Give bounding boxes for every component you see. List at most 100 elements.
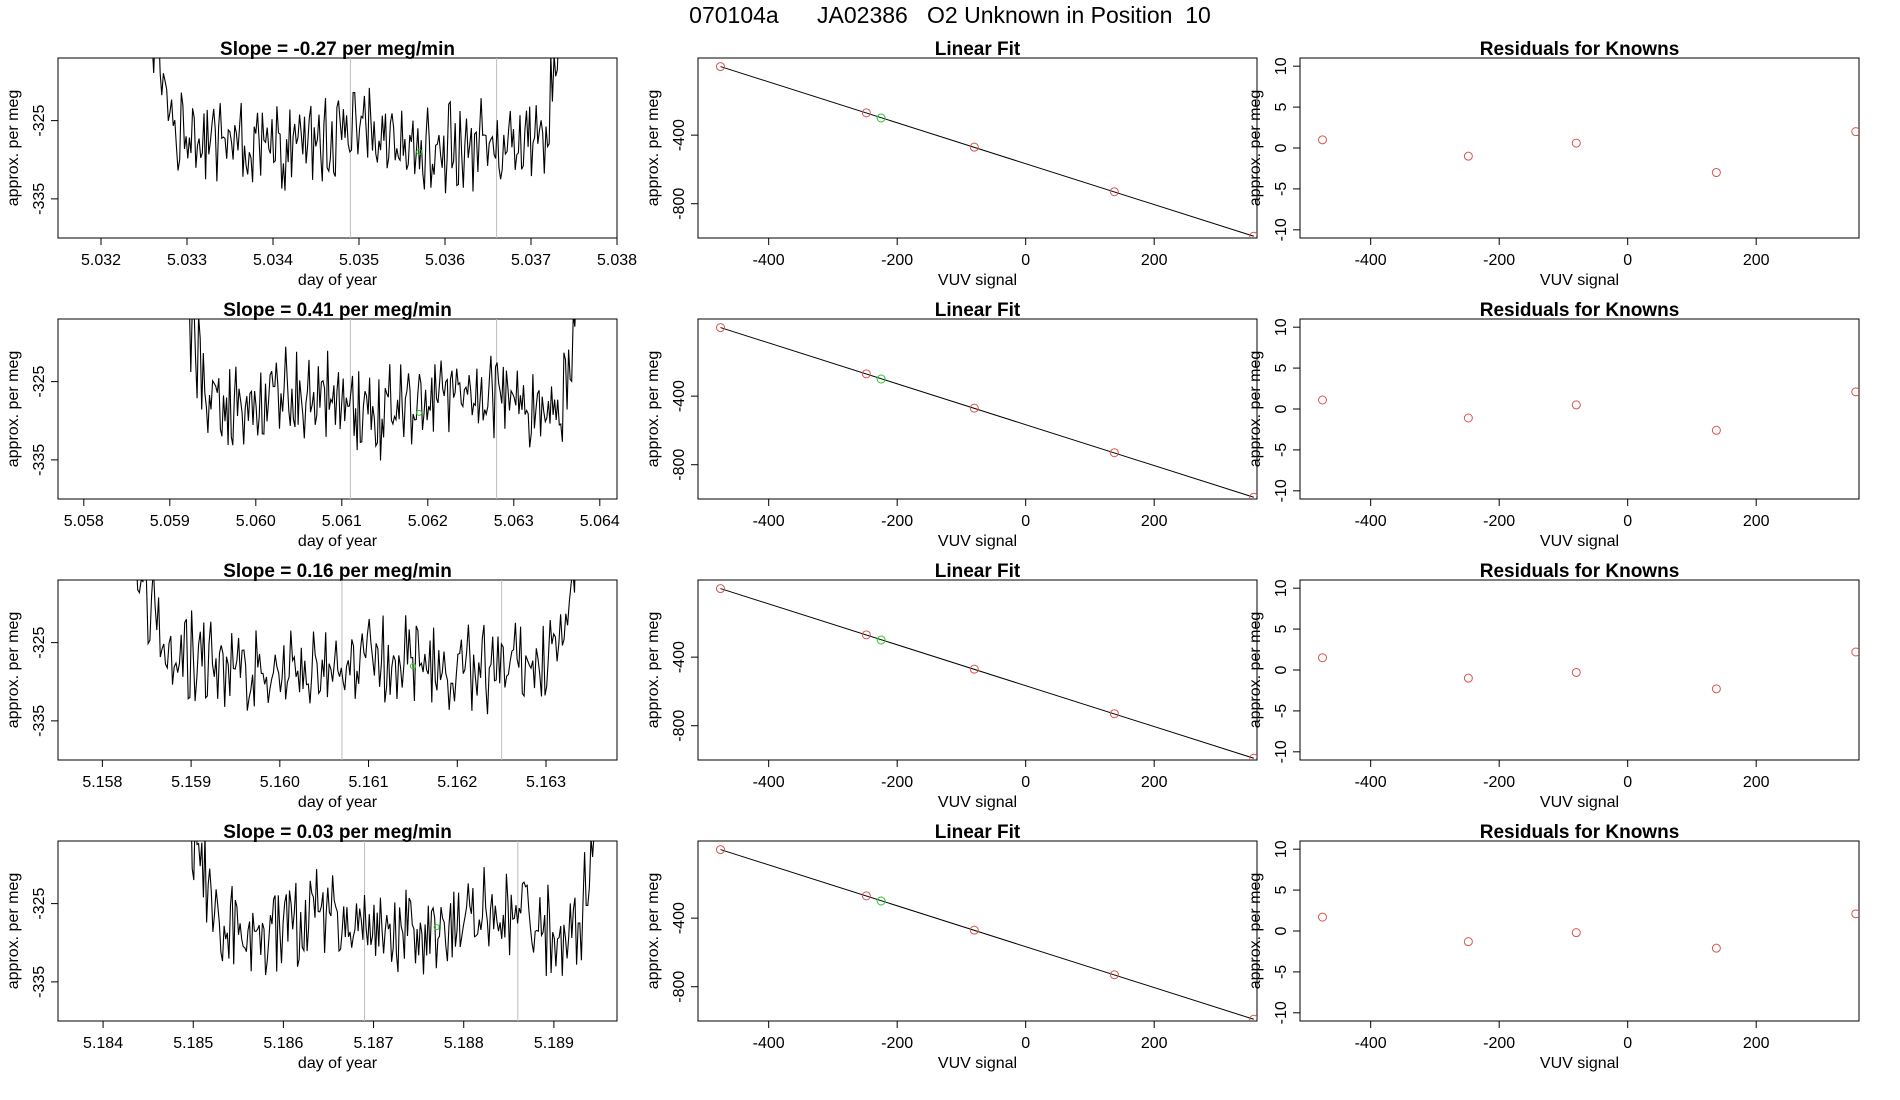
signal-trace	[136, 580, 576, 715]
y-tick-label: 5	[1273, 886, 1290, 895]
x-tick-label: 5.160	[260, 774, 300, 791]
plot-area	[191, 841, 598, 1021]
residual-point	[1851, 127, 1859, 137]
x-tick-label: 5.036	[425, 252, 465, 269]
plot-area	[715, 323, 1257, 499]
y-tick-label: 5	[1273, 364, 1290, 373]
y-axis-label: approx. per meg	[5, 873, 22, 990]
residual-point	[1711, 425, 1721, 435]
known-point	[1249, 231, 1257, 238]
known-point	[715, 62, 725, 72]
x-tick-label: -200	[881, 774, 913, 791]
y-tick-label: -10	[1273, 479, 1290, 502]
x-axis-label: VUV signal	[938, 533, 1017, 550]
x-tick-label: -200	[881, 513, 913, 530]
known-point	[969, 664, 979, 674]
known-point	[969, 142, 979, 152]
x-tick-label: -400	[1355, 252, 1387, 269]
x-tick-label: -400	[1355, 1035, 1387, 1052]
x-tick-label: 200	[1743, 1035, 1770, 1052]
y-tick-label: -335	[31, 183, 48, 215]
residual-point	[1463, 937, 1473, 947]
x-axis-label: day of year	[298, 272, 378, 289]
residual-point	[1571, 138, 1581, 148]
y-tick-label: 5	[1273, 103, 1290, 112]
plot-area	[189, 319, 576, 499]
fit-line	[720, 588, 1254, 759]
y-tick-label: -400	[671, 641, 688, 673]
known-point	[969, 925, 979, 935]
unknown-marker	[416, 148, 423, 155]
unknown-point	[876, 896, 886, 906]
y-tick-label: -5	[1273, 704, 1290, 718]
plot-area	[715, 62, 1257, 238]
y-tick-label: 5	[1273, 625, 1290, 634]
figure-title: 070104a JA02386 O2 Unknown in Position 1…	[689, 2, 1211, 28]
y-axis-label: approx. per meg	[645, 90, 662, 207]
known-point	[969, 403, 979, 413]
x-tick-label: -400	[753, 774, 785, 791]
y-tick-label: -325	[31, 104, 48, 136]
x-axis-label: day of year	[298, 1055, 378, 1072]
signal-trace	[189, 319, 576, 461]
plot-frame	[697, 57, 1258, 239]
known-point	[1109, 970, 1119, 980]
y-tick-label: 10	[1273, 579, 1290, 597]
panel-residuals-row-1: Residuals for Knowns -400 -200 0 200 10 5 0 -5 -1…	[1247, 39, 1860, 289]
x-tick-label: 5.162	[437, 774, 477, 791]
x-tick-label: 5.033	[167, 252, 207, 269]
unknown-marker	[433, 924, 440, 931]
y-tick-label: 10	[1273, 840, 1290, 858]
residual-point	[1851, 909, 1859, 919]
fit-line	[720, 327, 1254, 498]
x-tick-label: 0	[1021, 252, 1030, 269]
x-tick-label: -200	[1483, 513, 1515, 530]
panel-title: Slope = 0.03 per meg/min	[223, 822, 452, 843]
x-tick-label: 5.184	[83, 1035, 123, 1052]
x-tick-label: 200	[1743, 513, 1770, 530]
x-tick-label: 200	[1141, 774, 1168, 791]
x-tick-label: 200	[1743, 252, 1770, 269]
known-point	[1109, 448, 1119, 458]
y-tick-label: -400	[671, 902, 688, 934]
known-point	[715, 584, 725, 594]
panel-title: Residuals for Knowns	[1480, 300, 1680, 321]
known-point	[1249, 753, 1257, 760]
residual-point	[1711, 168, 1721, 178]
y-axis-label: approx. per meg	[5, 90, 22, 207]
panel-title: Residuals for Knowns	[1480, 561, 1680, 582]
residual-point	[1851, 387, 1859, 397]
x-tick-label: 200	[1141, 1035, 1168, 1052]
residual-point	[1317, 395, 1327, 405]
y-tick-label: 0	[1273, 143, 1290, 152]
x-axis-label: VUV signal	[1540, 533, 1619, 550]
panel-title: Residuals for Knowns	[1480, 822, 1680, 843]
y-tick-label: 0	[1273, 926, 1290, 935]
x-tick-label: 5.059	[150, 513, 190, 530]
x-tick-label: -400	[1355, 774, 1387, 791]
x-tick-label: -200	[881, 1035, 913, 1052]
x-tick-label: 5.159	[171, 774, 211, 791]
panel-title: Residuals for Knowns	[1480, 39, 1680, 60]
unknown-marker	[416, 409, 423, 416]
x-axis-label: day of year	[298, 794, 378, 811]
x-tick-label: -200	[881, 252, 913, 269]
x-tick-label: 5.035	[339, 252, 379, 269]
y-axis-label: approx. per meg	[645, 612, 662, 729]
x-tick-label: 5.187	[354, 1035, 394, 1052]
x-tick-label: 5.058	[64, 513, 104, 530]
x-tick-label: -400	[753, 1035, 785, 1052]
x-tick-label: 0	[1623, 252, 1632, 269]
x-tick-label: -200	[1483, 1035, 1515, 1052]
panel-timeseries-row-1: Slope = -0.27 per meg/min 5.032 5.033 5.034…	[5, 39, 637, 289]
residual-point	[1317, 653, 1327, 663]
y-axis-label: approx. per meg	[1247, 90, 1264, 207]
plot-area	[136, 580, 576, 760]
y-tick-label: -10	[1273, 740, 1290, 763]
residual-point	[1463, 413, 1473, 423]
x-axis-label: VUV signal	[938, 272, 1017, 289]
known-point	[861, 369, 871, 379]
x-axis-label: day of year	[298, 533, 378, 550]
plot-frame	[1299, 57, 1860, 239]
known-point	[1249, 492, 1257, 499]
